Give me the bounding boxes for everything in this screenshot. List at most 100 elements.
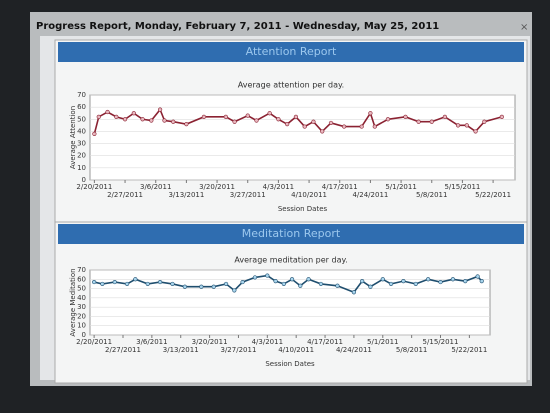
data-point	[342, 124, 347, 129]
data-point	[252, 275, 258, 280]
data-point	[184, 122, 189, 127]
y-tick-label: 10	[77, 322, 86, 330]
data-point	[171, 119, 176, 124]
data-point	[162, 118, 167, 123]
data-point	[265, 273, 270, 278]
y-axis-label: Average Attention	[69, 106, 77, 169]
data-point	[232, 288, 237, 293]
x-tick-label: 2/27/2011	[105, 346, 141, 354]
data-point	[267, 111, 272, 116]
data-point	[455, 123, 461, 128]
y-tick-label: 70	[77, 266, 86, 274]
data-point	[158, 107, 163, 112]
x-tick-label: 3/6/2011	[140, 183, 171, 191]
data-point	[133, 277, 138, 282]
x-tick-label: 4/17/2011	[307, 338, 343, 346]
panel-header-bar	[58, 224, 524, 244]
data-point	[145, 281, 150, 287]
y-tick-label: 10	[77, 164, 86, 172]
x-tick-label: 5/15/2011	[444, 183, 480, 191]
x-tick-label: 4/10/2011	[278, 346, 314, 354]
data-point	[403, 114, 408, 119]
data-point	[254, 118, 259, 123]
data-point	[112, 279, 117, 285]
data-point	[131, 111, 136, 116]
x-tick-label: 3/20/2011	[199, 183, 235, 191]
y-tick-label: 30	[77, 303, 86, 311]
data-point	[245, 113, 250, 118]
data-point	[473, 129, 478, 134]
x-tick-label: 2/27/2011	[107, 191, 143, 199]
data-point	[359, 124, 364, 129]
x-tick-label: 5/1/2011	[367, 338, 398, 346]
data-point	[92, 131, 97, 136]
x-tick-label: 3/13/2011	[168, 191, 204, 199]
x-axis-label: Session Dates	[278, 205, 328, 213]
chart-title: Average attention per day.	[238, 81, 344, 90]
y-tick-label: 60	[77, 103, 86, 111]
x-tick-label: 4/10/2011	[291, 191, 327, 199]
data-point	[464, 123, 469, 128]
data-point	[372, 124, 377, 129]
x-tick-label: 3/27/2011	[221, 346, 257, 354]
x-tick-label: 3/27/2011	[230, 191, 266, 199]
data-point	[240, 279, 245, 285]
x-tick-label: 4/3/2011	[252, 338, 283, 346]
x-tick-label: 3/6/2011	[136, 338, 167, 346]
data-point	[158, 279, 163, 285]
data-point	[140, 117, 145, 122]
data-point	[442, 114, 447, 119]
data-point	[479, 279, 484, 284]
data-point	[482, 119, 487, 124]
data-point	[311, 119, 316, 124]
x-tick-label: 5/8/2011	[396, 346, 427, 354]
x-tick-label: 5/8/2011	[416, 191, 447, 199]
y-tick-label: 50	[77, 115, 86, 123]
data-point	[170, 281, 175, 287]
panel-header: Meditation Report	[242, 227, 341, 240]
x-tick-label: 4/3/2011	[263, 183, 294, 191]
data-point	[360, 279, 365, 284]
data-point	[306, 277, 311, 282]
data-point	[438, 279, 443, 285]
panel-header-bar	[58, 42, 524, 62]
data-point	[289, 277, 295, 282]
x-tick-label: 5/22/2011	[451, 346, 487, 354]
data-point	[273, 279, 278, 284]
data-point	[429, 119, 434, 124]
x-tick-label: 5/1/2011	[385, 183, 416, 191]
data-point	[182, 284, 187, 289]
data-point	[223, 114, 228, 119]
data-point	[100, 281, 105, 287]
data-point	[293, 114, 299, 119]
data-point	[223, 281, 229, 287]
y-tick-label: 60	[77, 275, 86, 283]
x-tick-label: 5/22/2011	[475, 191, 511, 199]
data-point	[450, 277, 455, 282]
data-point	[302, 124, 307, 129]
data-point	[351, 290, 357, 295]
y-tick-label: 0	[82, 331, 86, 339]
close-button[interactable]: ×	[520, 22, 528, 33]
data-point	[385, 117, 391, 122]
chart-title: Average meditation per day.	[234, 256, 347, 265]
data-point	[320, 129, 325, 134]
data-point	[149, 118, 154, 123]
x-tick-label: 4/24/2011	[336, 346, 372, 354]
data-point	[426, 277, 431, 282]
x-tick-label: 2/20/2011	[76, 183, 112, 191]
x-tick-label: 5/15/2011	[423, 338, 459, 346]
x-tick-label: 4/17/2011	[322, 183, 358, 191]
window-title: Progress Report, Monday, February 7, 201…	[36, 21, 439, 32]
data-point	[285, 122, 290, 127]
data-point	[125, 281, 130, 287]
plot-area	[89, 94, 516, 181]
data-point	[388, 281, 394, 287]
data-point	[122, 117, 128, 122]
data-point	[499, 114, 504, 119]
data-point	[463, 279, 468, 284]
x-tick-label: 3/13/2011	[163, 346, 199, 354]
data-point	[276, 117, 281, 122]
x-axis-label: Session Dates	[265, 360, 315, 368]
